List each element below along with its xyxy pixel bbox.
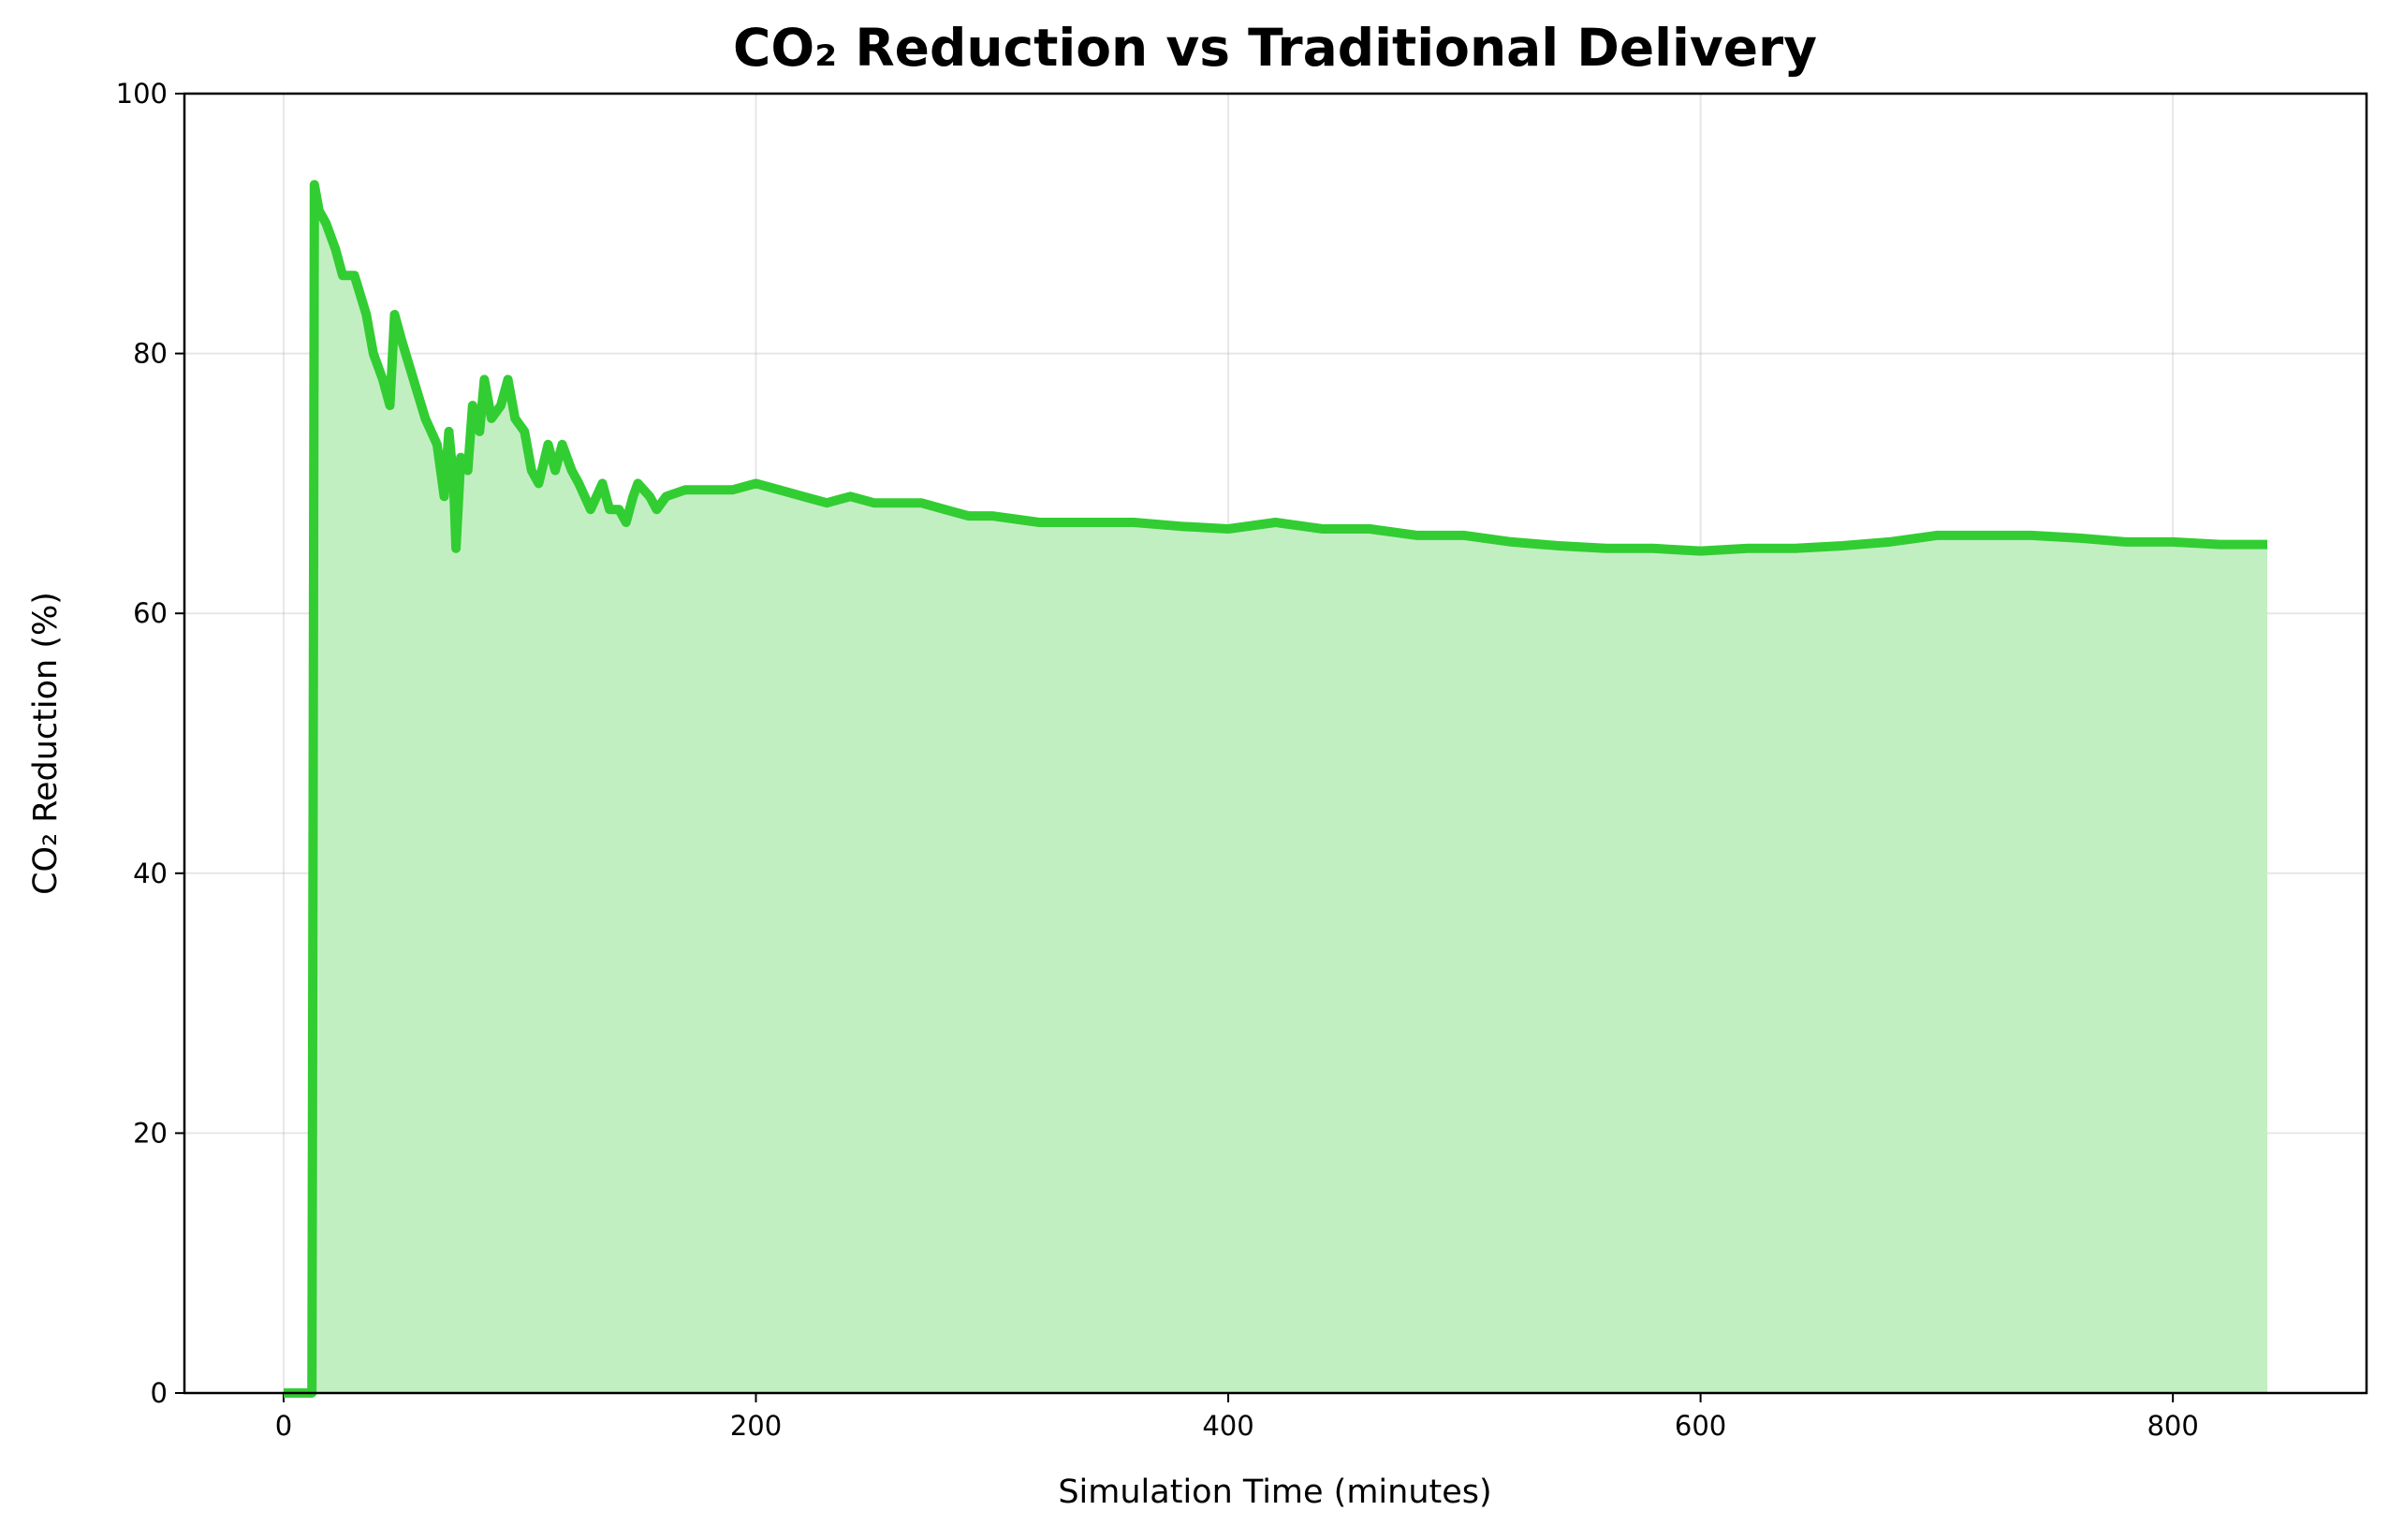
x-tick-label: 600 (1675, 1410, 1726, 1442)
line (284, 180, 2267, 1398)
chart-title: CO₂ Reduction vs Traditional Delivery (733, 18, 1817, 78)
y-tick-label: 60 (133, 597, 168, 629)
x-tick-label: 200 (730, 1410, 782, 1442)
y-tick-label: 100 (116, 78, 168, 110)
y-tick-label: 0 (151, 1377, 168, 1409)
y-tick-label: 20 (133, 1117, 168, 1149)
x-tick-label: 800 (2147, 1410, 2198, 1442)
x-axis-label: Simulation Time (minutes) (1058, 1474, 1491, 1511)
y-axis-label: CO₂ Reduction (%) (27, 592, 65, 895)
plot-frame (183, 92, 2368, 1395)
y-tick-label: 40 (133, 858, 168, 889)
x-tick-label: 400 (1202, 1410, 1253, 1442)
area-fill (283, 184, 2268, 1394)
x-tick-label: 0 (275, 1410, 292, 1442)
y-tick-label: 80 (133, 338, 168, 370)
